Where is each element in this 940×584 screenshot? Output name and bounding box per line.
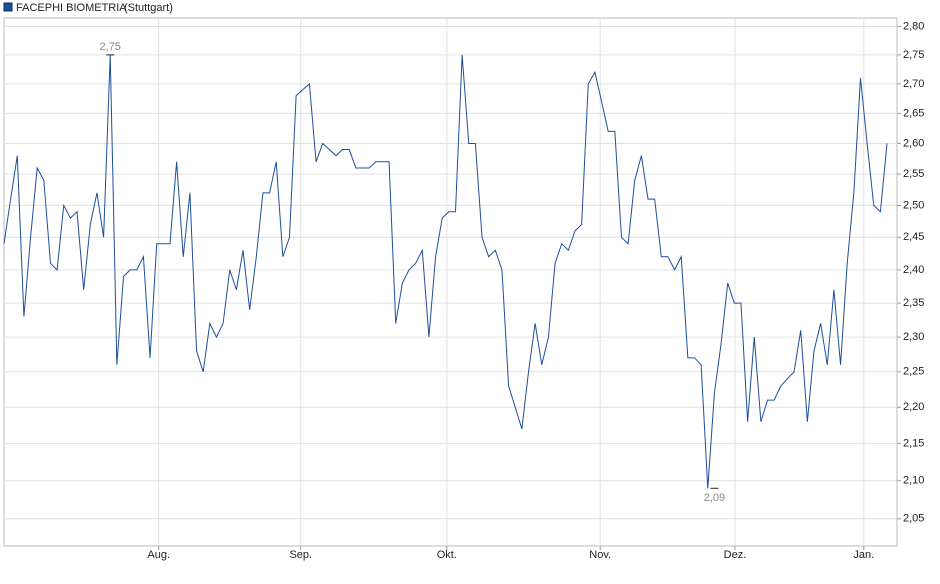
y-tick-label: 2,25 — [903, 366, 924, 378]
y-tick-label: 2,35 — [903, 297, 924, 309]
y-tick-label: 2,20 — [903, 401, 924, 413]
x-tick-label: Aug. — [147, 549, 170, 561]
chart-subtitle: (Stuttgart) — [124, 2, 173, 14]
chart-title: FACEPHI BIOMETRIA — [16, 2, 127, 14]
annotation-label: 2,75 — [100, 41, 121, 53]
y-tick-label: 2,65 — [903, 107, 924, 119]
price-line — [3, 54, 888, 489]
y-tick-label: 2,15 — [903, 437, 924, 449]
y-tick-label: 2,50 — [903, 199, 924, 211]
y-tick-label: 2,80 — [903, 20, 924, 32]
y-tick-label: 2,60 — [903, 137, 924, 149]
y-tick-label: 2,45 — [903, 231, 924, 243]
x-tick-label: Dez. — [724, 549, 747, 561]
annotation-label: 2,09 — [704, 492, 725, 504]
y-tick-label: 2,05 — [903, 513, 924, 525]
plot-frame — [3, 17, 898, 547]
legend-swatch — [3, 2, 13, 12]
y-tick-label: 2,40 — [903, 264, 924, 276]
y-tick-label: 2,75 — [903, 49, 924, 61]
x-tick-label: Jan. — [853, 549, 874, 561]
x-tick-label: Sep. — [289, 549, 312, 561]
y-tick-label: 2,30 — [903, 331, 924, 343]
y-tick-label: 2,10 — [903, 475, 924, 487]
x-tick-label: Okt. — [437, 549, 457, 561]
x-tick-label: Nov. — [589, 549, 611, 561]
y-tick-label: 2,70 — [903, 78, 924, 90]
y-tick-label: 2,55 — [903, 168, 924, 180]
